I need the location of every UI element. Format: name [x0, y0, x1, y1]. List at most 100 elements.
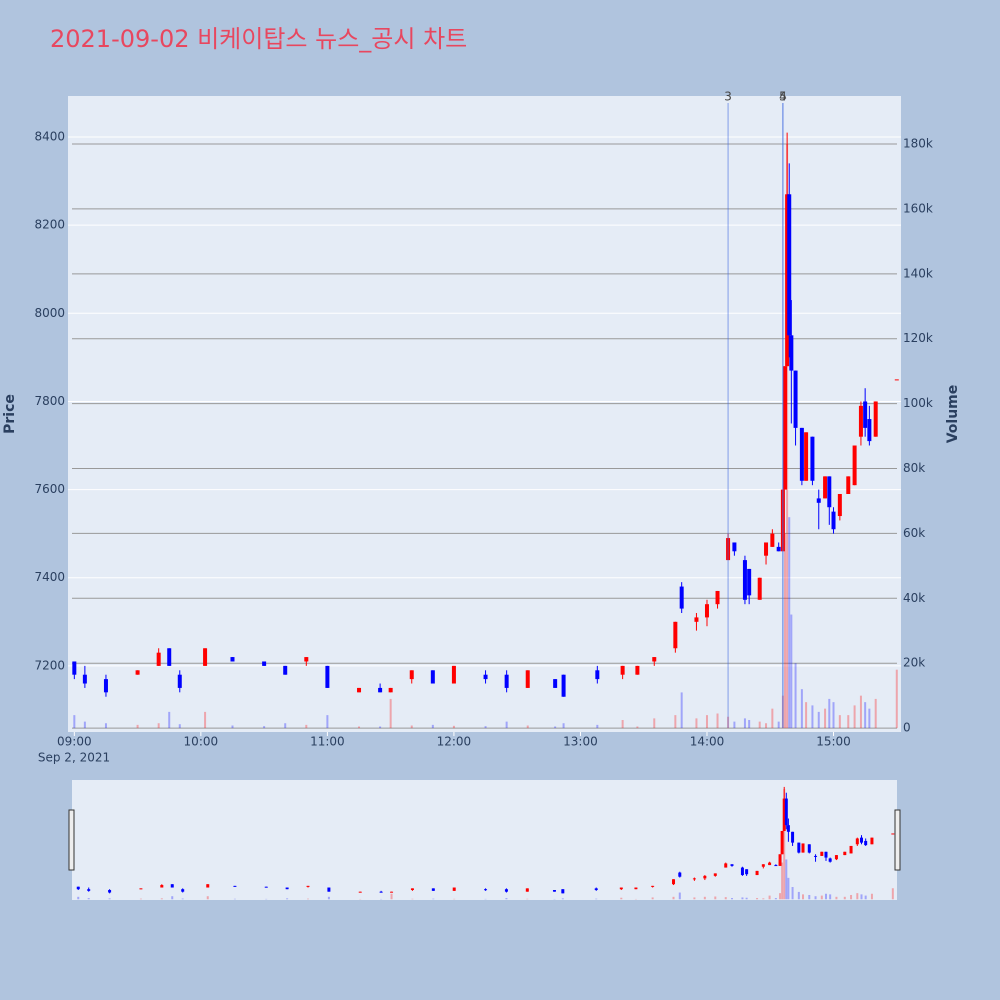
- marks: 3 45: [72, 90, 899, 729]
- candle-body: [525, 670, 530, 688]
- volume-bar: [636, 726, 639, 729]
- candle-body: [203, 648, 208, 666]
- volume-bar: [891, 888, 894, 900]
- grid: 7200 7400 7600 7800 8000 8200 8400 0 20k 40k 60k 80…: [34, 129, 932, 748]
- candle-body: [747, 568, 752, 596]
- volume-bar: [206, 896, 209, 900]
- candle-body: [672, 879, 676, 885]
- candle-body: [827, 476, 832, 508]
- plot-area: [68, 96, 901, 732]
- volume-bar: [620, 897, 623, 900]
- candle-body: [828, 858, 832, 862]
- candle-body: [770, 533, 775, 547]
- x-tick-label: 13:00: [563, 735, 598, 749]
- volume-bar: [808, 894, 811, 900]
- candle-body: [894, 379, 899, 381]
- candle-body: [233, 885, 237, 887]
- candle-body: [834, 855, 838, 860]
- y-tick-label: 8200: [34, 218, 65, 232]
- volume-bar: [779, 893, 782, 900]
- candle-body: [755, 870, 759, 876]
- volume-bar: [108, 898, 111, 900]
- volume-bar: [828, 698, 831, 729]
- y2-tick-label: 120k: [903, 331, 933, 345]
- candle-body: [635, 665, 640, 675]
- candle-body: [410, 888, 414, 891]
- volume-bar: [621, 719, 624, 729]
- volume-bar: [716, 713, 719, 729]
- candle-body: [619, 887, 623, 890]
- candle-body: [768, 862, 772, 866]
- volume-bar: [595, 898, 598, 900]
- candle-body: [837, 493, 842, 517]
- y-tick-label: 7400: [34, 570, 65, 584]
- candle-body: [135, 670, 140, 675]
- volume-bar: [562, 723, 565, 729]
- candle-body: [72, 661, 77, 675]
- range-handle-right[interactable]: [894, 809, 901, 871]
- volume-bar: [783, 789, 786, 900]
- volume-bar: [672, 896, 675, 900]
- volume-bar: [596, 724, 599, 729]
- candle-body: [823, 476, 828, 499]
- candle-body: [816, 498, 821, 503]
- volume-bar: [651, 897, 654, 900]
- volume-bar: [794, 663, 797, 729]
- candle-body: [634, 887, 638, 890]
- volume-bar: [733, 721, 736, 729]
- candle-body: [742, 560, 747, 600]
- candle-body: [451, 665, 456, 684]
- candle-body: [673, 621, 678, 649]
- volume-bar: [790, 614, 793, 729]
- volume-bar: [83, 721, 86, 729]
- volume-bar: [787, 877, 790, 900]
- volume-bar: [680, 692, 683, 729]
- volume-bar: [678, 892, 681, 900]
- candle-body: [797, 842, 801, 853]
- volume-bar: [452, 725, 455, 729]
- candle-body: [694, 617, 699, 622]
- volume-bar: [714, 896, 717, 900]
- candle-body: [160, 885, 164, 888]
- y2-tick-label: 160k: [903, 201, 933, 215]
- range-slider[interactable]: [72, 780, 897, 900]
- volume-bar: [829, 894, 832, 900]
- volume-bar: [856, 893, 859, 900]
- volume-bar: [805, 702, 808, 729]
- y-tick-label: 8400: [34, 129, 65, 143]
- candle-body: [139, 888, 143, 890]
- candle-body: [553, 679, 558, 688]
- candle-body: [388, 687, 393, 693]
- candle-body: [304, 657, 309, 662]
- annotation-label: 4: [779, 90, 787, 104]
- range-handle-left[interactable]: [68, 809, 75, 871]
- candle-body: [652, 657, 657, 662]
- volume-bar: [868, 708, 871, 729]
- candle-body: [764, 542, 769, 556]
- candle-body: [757, 577, 762, 600]
- volume-bar: [835, 896, 838, 900]
- candle-body: [810, 436, 815, 481]
- x-date-label: Sep 2, 2021: [38, 751, 110, 765]
- volume-bar: [762, 898, 765, 900]
- candle-body: [891, 833, 895, 835]
- y-axis-title: Price: [2, 394, 18, 434]
- volume-bar: [389, 698, 392, 729]
- volume-bar: [157, 723, 160, 729]
- candle-body: [730, 864, 734, 866]
- volume-bar: [870, 893, 873, 900]
- volume-bar: [832, 702, 835, 729]
- volume-bar: [305, 724, 308, 729]
- y2-axis-title: Volume: [945, 385, 961, 444]
- volume-bar: [784, 533, 787, 729]
- volume-bar: [136, 724, 139, 729]
- volume-bar: [786, 144, 789, 729]
- candle-body: [870, 837, 874, 845]
- candle-body: [264, 886, 268, 888]
- candle-body: [167, 648, 172, 666]
- volume-bar: [756, 898, 759, 900]
- volume-bar: [814, 896, 817, 900]
- range-slider-marks: [76, 786, 895, 900]
- volume-bar: [860, 894, 863, 900]
